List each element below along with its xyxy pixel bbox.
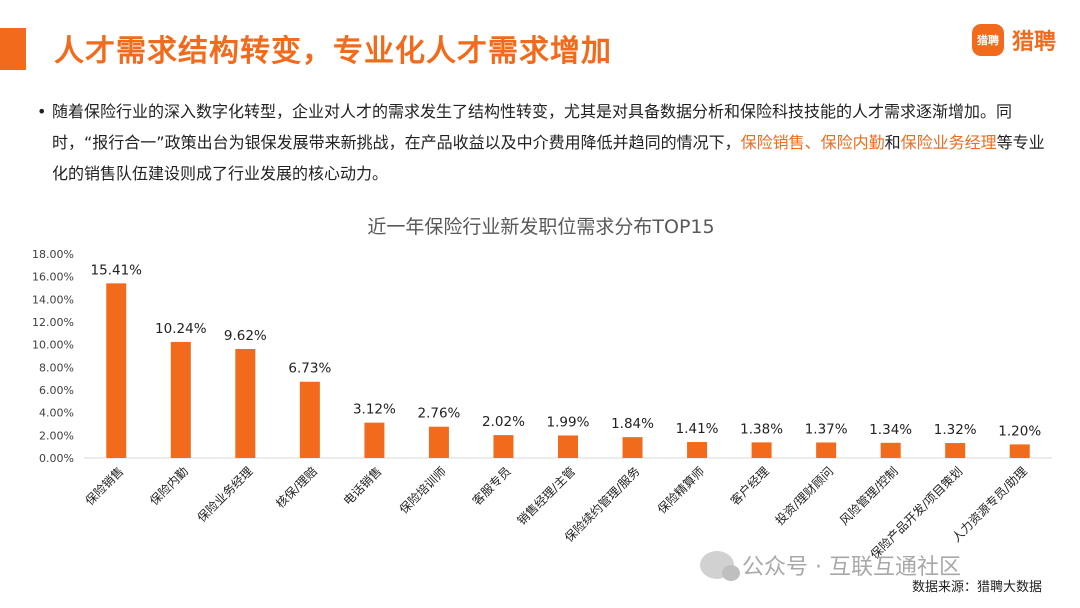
bar-value-label: 15.41% <box>91 262 143 278</box>
bar <box>816 442 837 458</box>
intro-bullet: • 随着保险行业的深入数字化转型，企业对人才的需求发生了结构性转变，尤其是对具备… <box>37 96 1048 189</box>
bar-value-label: 9.62% <box>224 328 267 344</box>
bullet-highlight: 保险业务经理 <box>900 133 997 152</box>
x-category-label: 保险培训师 <box>396 464 449 517</box>
bar-value-label: 1.84% <box>611 416 654 432</box>
x-category-label: 核保/理赔 <box>273 464 320 511</box>
data-source: 数据来源：猎聘大数据 <box>911 580 1042 595</box>
brand-name: 猎聘 <box>1011 30 1056 55</box>
bar <box>299 381 320 458</box>
x-category-label: 客户经理 <box>727 464 772 509</box>
bar <box>558 435 578 458</box>
y-tick-label: 8.00% <box>39 361 74 374</box>
bar-value-label: 1.38% <box>740 421 783 437</box>
bar <box>945 443 966 458</box>
bar-value-label: 2.02% <box>482 414 525 430</box>
y-tick-label: 12.00% <box>32 316 74 329</box>
bar <box>1009 444 1030 458</box>
bar <box>364 422 385 458</box>
bar <box>880 442 901 458</box>
y-tick-label: 6.00% <box>39 384 74 397</box>
y-tick-label: 14.00% <box>32 293 74 306</box>
bar-value-label: 1.99% <box>547 414 590 430</box>
bar <box>687 442 708 458</box>
bar-value-label: 3.12% <box>353 402 396 418</box>
page-title: 人才需求结构转变，专业化人才需求增加 <box>54 34 612 69</box>
x-category-label: 风险管理/控制 <box>836 464 900 528</box>
bar <box>751 442 772 458</box>
bar-value-label: 10.24% <box>155 321 207 337</box>
bar-value-label: 2.76% <box>417 406 460 422</box>
watermark-text: 公众号 · 互联互通社区 <box>742 555 961 580</box>
brand-logo: 猎聘 猎聘 <box>971 24 1056 56</box>
x-category-label: 保险业务经理 <box>194 464 256 526</box>
bullet-highlight: 保险销售、保险内勤 <box>740 133 885 152</box>
x-category-label: 客服专员 <box>469 464 514 509</box>
bar-value-label: 1.20% <box>998 423 1041 439</box>
y-tick-label: 4.00% <box>39 407 74 420</box>
bar-value-label: 1.41% <box>676 421 719 437</box>
x-category-label: 保险内勤 <box>146 464 191 509</box>
bar <box>235 348 256 458</box>
bar <box>428 426 449 458</box>
brand-mark-icon: 猎聘 <box>971 24 1004 56</box>
bullet-dot-icon: • <box>37 102 47 121</box>
bar <box>622 437 643 458</box>
bar-value-label: 1.37% <box>805 421 848 437</box>
bar <box>106 283 127 458</box>
y-tick-label: 0.00% <box>39 452 74 465</box>
x-category-label: 投资/理财顾问 <box>772 464 836 528</box>
x-category-label: 电话销售 <box>340 464 385 509</box>
bar <box>493 435 514 458</box>
bullet-part: 等专业化的销售队伍建设则成了行业发展的核心动力。 <box>52 133 1045 183</box>
x-category-label: 保险销售 <box>82 464 127 509</box>
y-tick-label: 18.00% <box>32 248 74 261</box>
bar-value-label: 1.34% <box>869 422 912 438</box>
watermark: 公众号 · 互联互通社区 <box>700 549 961 581</box>
y-tick-label: 2.00% <box>39 429 74 442</box>
bullet-part: 和 <box>884 133 901 152</box>
x-category-label: 销售经理/主管 <box>514 464 578 528</box>
bar-value-label: 6.73% <box>288 361 331 377</box>
chart-title: 近一年保险行业新发职位需求分布TOP15 <box>367 216 714 238</box>
y-tick-label: 10.00% <box>32 339 74 352</box>
bullet-part: 随着保险行业的深入数字化转型，企业对人才的需求发生了结构性转变，尤其是对具备数据… <box>52 102 1013 152</box>
y-tick-label: 16.00% <box>32 271 74 284</box>
bar <box>170 341 191 458</box>
wechat-icon <box>700 551 740 581</box>
title-accent-bar <box>0 28 26 70</box>
x-category-label: 保险精算师 <box>654 464 707 517</box>
bar-value-label: 1.32% <box>934 422 977 438</box>
